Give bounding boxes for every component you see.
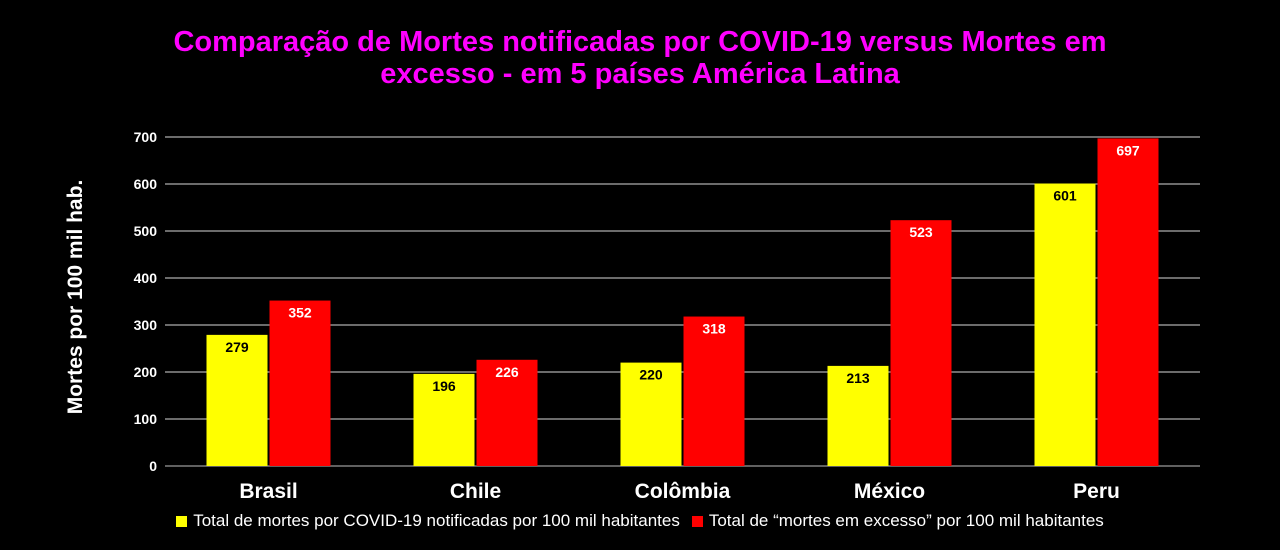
y-axis-label: Mortes por 100 mil hab. (64, 180, 87, 415)
bar-reported (413, 373, 475, 466)
x-tick-label: México (854, 480, 925, 503)
data-label-excess: 523 (909, 224, 933, 240)
data-label-reported: 196 (432, 378, 456, 394)
bar-excess (683, 316, 745, 466)
bar-reported (206, 334, 268, 466)
data-label-excess: 697 (1116, 142, 1140, 158)
x-tick-label: Colômbia (635, 480, 731, 503)
x-tick-label: Brasil (239, 480, 297, 503)
bar-excess (1097, 138, 1159, 466)
chart-title: Comparação de Mortes notificadas por COV… (40, 26, 1240, 90)
data-label-reported: 279 (225, 339, 249, 355)
bar-reported (827, 365, 889, 466)
y-tick-label: 200 (134, 364, 158, 380)
legend-item-excess: Total de “mortes em excesso” por 100 mil… (691, 511, 1104, 531)
y-tick-label: 0 (149, 458, 157, 474)
legend-label-excess: Total de “mortes em excesso” por 100 mil… (708, 511, 1104, 530)
legend-label-reported: Total de mortes por COVID-19 notificadas… (193, 511, 680, 530)
legend-swatch-reported (176, 515, 188, 527)
chart-title-line-2: excesso - em 5 países América Latina (380, 58, 900, 90)
legend-swatch-excess (691, 515, 703, 527)
x-tick-label: Peru (1073, 480, 1120, 503)
data-label-reported: 601 (1053, 188, 1077, 204)
legend: Total de mortes por COVID-19 notificadas… (0, 511, 1280, 531)
y-tick-label: 700 (134, 129, 158, 145)
data-label-excess: 226 (495, 364, 519, 380)
data-label-excess: 318 (702, 321, 726, 337)
y-tick-label: 400 (134, 270, 158, 286)
y-tick-label: 100 (134, 411, 158, 427)
bar-reported (1034, 183, 1096, 466)
bar-excess (476, 359, 538, 466)
data-label-excess: 352 (288, 305, 312, 321)
data-label-reported: 220 (639, 367, 663, 383)
legend-item-reported: Total de mortes por COVID-19 notificadas… (176, 511, 680, 531)
y-tick-label: 300 (134, 317, 158, 333)
y-tick-label: 600 (134, 176, 158, 192)
bar-reported (620, 362, 682, 466)
bar-excess (269, 300, 331, 466)
x-tick-label: Chile (450, 480, 501, 503)
bar-excess (890, 220, 952, 466)
y-tick-label: 500 (134, 223, 158, 239)
data-label-reported: 213 (846, 370, 870, 386)
chart-title-line-1: Comparação de Mortes notificadas por COV… (173, 26, 1107, 58)
